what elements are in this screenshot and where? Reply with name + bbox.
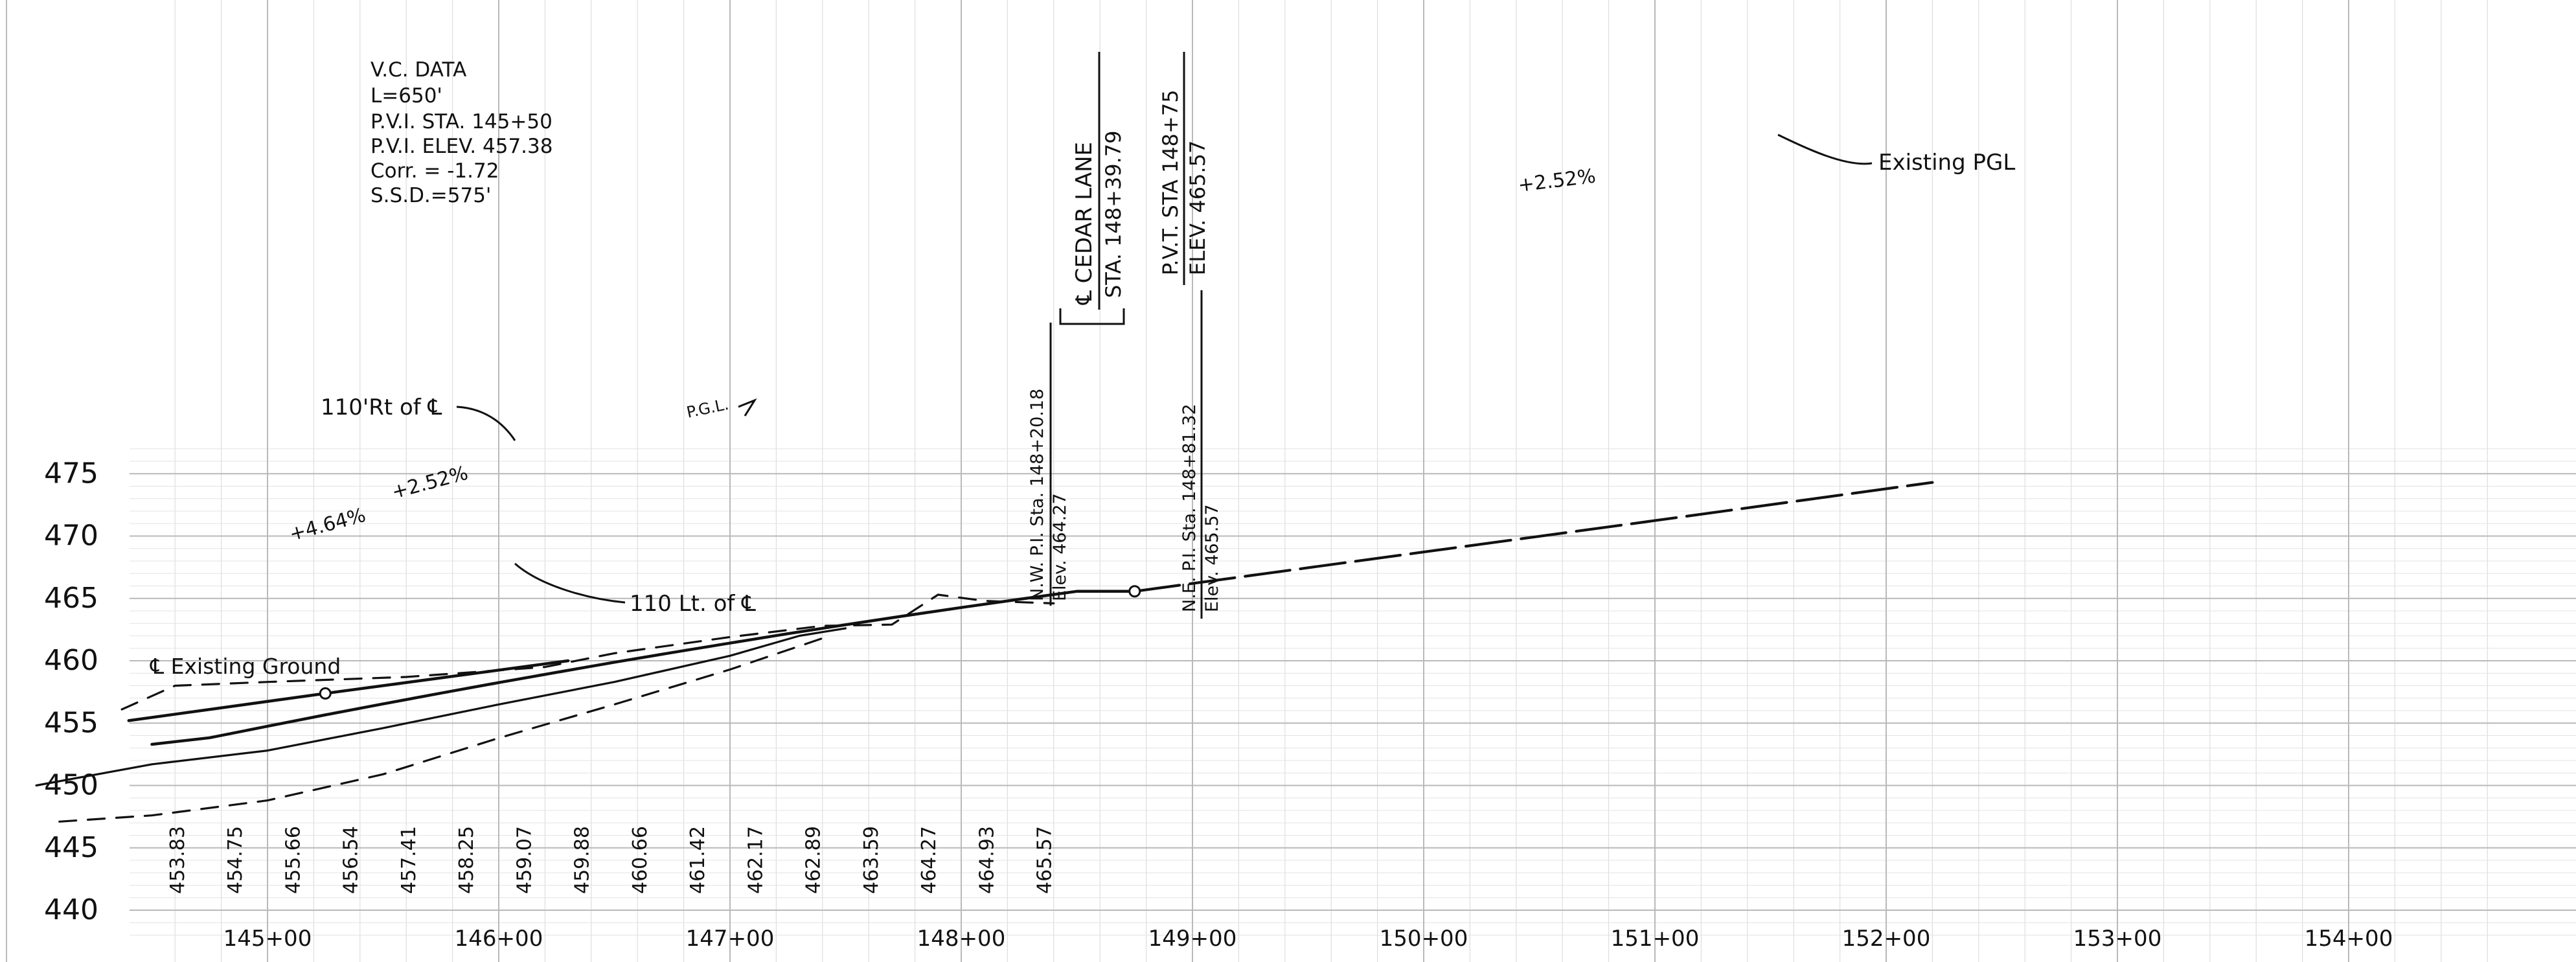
elevation-value-label: 462.17 (744, 826, 767, 894)
pvt-station: P.V.T. STA 148+75 (1158, 89, 1183, 275)
elevation-value-label: 461.42 (687, 826, 709, 894)
series-line-pgl (150, 590, 1137, 746)
elevation-value-label: 464.93 (975, 826, 998, 894)
vertical-curve-point (1128, 585, 1141, 598)
elevation-value-label: 459.07 (513, 826, 536, 894)
elevation-value-label: 465.57 (1034, 826, 1056, 894)
profile-points (319, 585, 1141, 700)
major-grid (130, 0, 2576, 962)
cl-ground-label: ℄ Existing Ground (150, 654, 341, 679)
station-tick-label: 148+00 (917, 926, 1006, 952)
vc-data-line: L=650' (370, 84, 442, 108)
nw-pi-station: N.W. P.I. Sta. 148+20.18 (1027, 389, 1047, 601)
elevation-value-label: 453.83 (166, 826, 189, 894)
elevation-value-label: 459.88 (571, 826, 594, 894)
nw-pi-callout: N.W. P.I. Sta. 148+20.18 Elev. 464.27 (1027, 323, 1070, 606)
cedar-lane-callout: ℄ CEDAR LANE STA. 148+39.79 (1059, 52, 1126, 325)
vc-data-line: Corr. = -1.72 (370, 159, 499, 183)
elevation-value-label: 456.54 (340, 826, 363, 894)
lt-110-leader (514, 562, 626, 604)
ne-pi-station: N.E. P.I. Sta. 148+81.32 (1180, 404, 1200, 612)
pvt-callout: P.V.T. STA 148+75 ELEV. 465.57 (1158, 52, 1210, 285)
elevation-tick-label: 440 (44, 893, 98, 926)
lt-110-label: 110 Lt. of ℄ (630, 591, 756, 617)
station-tick-label: 146+00 (455, 926, 543, 952)
cedar-lane-bracket (1059, 308, 1125, 325)
cedar-lane-label: ℄ CEDAR LANE (1071, 142, 1097, 305)
ne-pi-callout: N.E. P.I. Sta. 148+81.32 Elev. 465.57 (1180, 290, 1222, 619)
elevation-tick-label: 470 (44, 520, 98, 553)
pvt-elevation: ELEV. 465.57 (1185, 141, 1210, 275)
profile-elevation-labels: 453.83 454.75 455.66 456.54 457.41 458.25 459.… (166, 826, 1056, 894)
station-tick-label: 145+00 (223, 926, 312, 952)
elevation-tick-label: 445 (44, 831, 98, 864)
existing-pgl-label: Existing PGL (1878, 150, 2015, 176)
vc-data-line: V.C. DATA (370, 58, 466, 82)
elevation-tick-label: 465 (44, 582, 98, 615)
elevation-value-label: 464.27 (918, 826, 940, 894)
elevation-value-label: 457.41 (398, 826, 420, 894)
station-tick-label: 149+00 (1148, 926, 1237, 952)
station-axis: 145+00 146+00 147+00 148+00 149+00 150+00 151+… (223, 926, 2393, 952)
elevation-tick-label: 455 (44, 706, 98, 739)
ne-pi-elevation: Elev. 465.57 (1202, 504, 1222, 612)
elevation-value-label: 454.75 (224, 826, 247, 894)
vc-data-line: P.V.I. ELEV. 457.38 (370, 135, 553, 158)
vc-data-line: S.S.D.=575' (370, 184, 491, 207)
elevation-tick-label: 460 (44, 644, 98, 677)
vc-data-block: V.C. DATA L=650' P.V.I. STA. 145+50 P.V.… (370, 58, 553, 207)
series-line-existing-pgl (1133, 481, 1934, 593)
profile-lines (35, 481, 1934, 823)
station-tick-label: 151+00 (1611, 926, 1700, 952)
vc-data-line: P.V.I. STA. 145+50 (370, 110, 553, 133)
elevation-tick-label: 475 (44, 457, 98, 490)
station-tick-label: 153+00 (2073, 926, 2162, 952)
elevation-axis: 475 470 465 460 455 450 445 440 (44, 457, 98, 926)
station-tick-label: 154+00 (2305, 926, 2393, 952)
cedar-lane-station: STA. 148+39.79 (1101, 130, 1126, 298)
elevation-value-label: 455.66 (282, 826, 304, 894)
station-tick-label: 152+00 (1842, 926, 1931, 952)
elevation-value-label: 458.25 (455, 826, 478, 894)
nw-pi-elevation: Elev. 464.27 (1050, 493, 1070, 601)
series-line-rt-110 (120, 593, 1055, 711)
rt-110-label: 110'Rt of ℄ (321, 395, 442, 420)
series-line-lt-110 (58, 637, 824, 823)
station-tick-label: 150+00 (1380, 926, 1468, 952)
elevation-value-label: 460.66 (629, 826, 652, 894)
elevation-value-label: 463.59 (860, 826, 883, 894)
series-line-cl-ground (35, 627, 847, 787)
vertical-curve-point (319, 687, 332, 700)
elevation-value-label: 462.89 (803, 826, 825, 894)
existing-pgl-leader (1777, 133, 1873, 165)
pgl-leader (738, 398, 757, 417)
minor-grid (130, 0, 2576, 962)
station-tick-label: 147+00 (686, 926, 775, 952)
rt-110-leader (456, 406, 516, 441)
elevation-tick-label: 450 (44, 769, 98, 802)
